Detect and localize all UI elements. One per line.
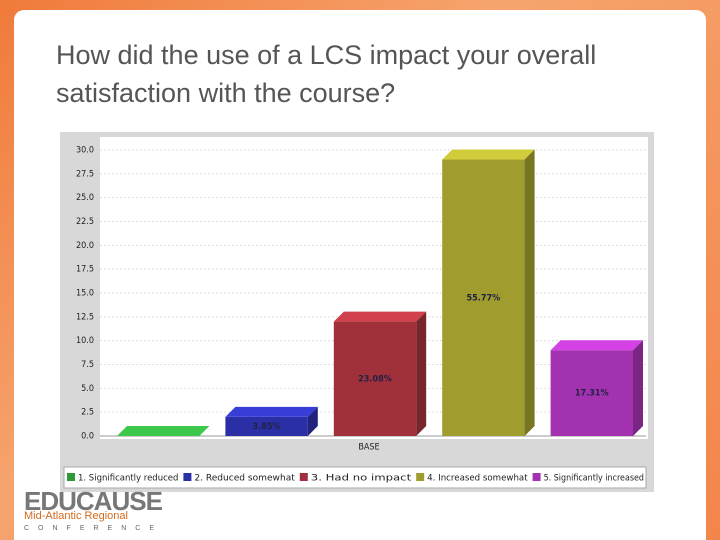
- logo-region: Mid-Atlantic Regional: [24, 510, 128, 522]
- bar-side: [307, 406, 318, 436]
- legend-label: 3. Had no impact: [311, 474, 411, 484]
- legend-label: 1. Significantly reduced: [78, 474, 178, 484]
- bar-top: [442, 149, 535, 160]
- y-tick-label: 5.0: [81, 384, 94, 394]
- logo-name: EDUCAUSE: [24, 486, 163, 516]
- logo-event: CONFERENCE: [24, 525, 164, 532]
- y-tick-label: 7.5: [81, 360, 94, 370]
- bar-top: [333, 311, 427, 322]
- bar: [550, 350, 633, 436]
- legend-label: 5. Significantly increased: [544, 474, 644, 484]
- y-tick-label: 22.5: [76, 217, 94, 227]
- data-label: 55.77%: [467, 293, 501, 303]
- data-label: 23.08%: [358, 374, 392, 384]
- legend-swatch: [183, 473, 192, 481]
- bar-side: [524, 149, 535, 437]
- legend-swatch: [416, 473, 425, 481]
- bar-top: [550, 340, 643, 351]
- legend: [63, 466, 647, 489]
- y-tick-label: 25.0: [76, 193, 94, 203]
- y-tick-label: 15.0: [76, 289, 94, 299]
- y-tick-label: 27.5: [76, 169, 94, 179]
- y-tick-label: 12.5: [76, 312, 94, 322]
- y-tick-label: 20.0: [76, 241, 94, 251]
- legend-label: 4. Increased somewhat: [427, 474, 527, 484]
- bar-top: [225, 406, 318, 417]
- y-tick-label: 10.0: [76, 336, 94, 346]
- legend-swatch: [532, 473, 541, 481]
- legend-swatch: [67, 473, 75, 481]
- bar: [442, 159, 525, 437]
- y-tick-label: 17.5: [76, 265, 94, 275]
- y-tick-label: 0.0: [81, 432, 94, 442]
- data-label: 3.85%: [253, 422, 281, 432]
- y-tick-label: 2.5: [81, 408, 94, 418]
- y-tick-label: 30.0: [76, 146, 94, 156]
- legend-swatch: [299, 473, 308, 481]
- bar-side: [416, 311, 427, 436]
- bar-side: [632, 340, 643, 436]
- bar: [225, 416, 308, 436]
- legend-label: 2. Reduced somewhat: [194, 474, 294, 484]
- bar: [333, 321, 417, 436]
- data-label: 17.31%: [575, 389, 609, 399]
- slide-title: How did the use of a LCS impact your ove…: [56, 40, 597, 108]
- x-axis-label: BASE: [358, 443, 379, 453]
- bar-top: [117, 426, 210, 436]
